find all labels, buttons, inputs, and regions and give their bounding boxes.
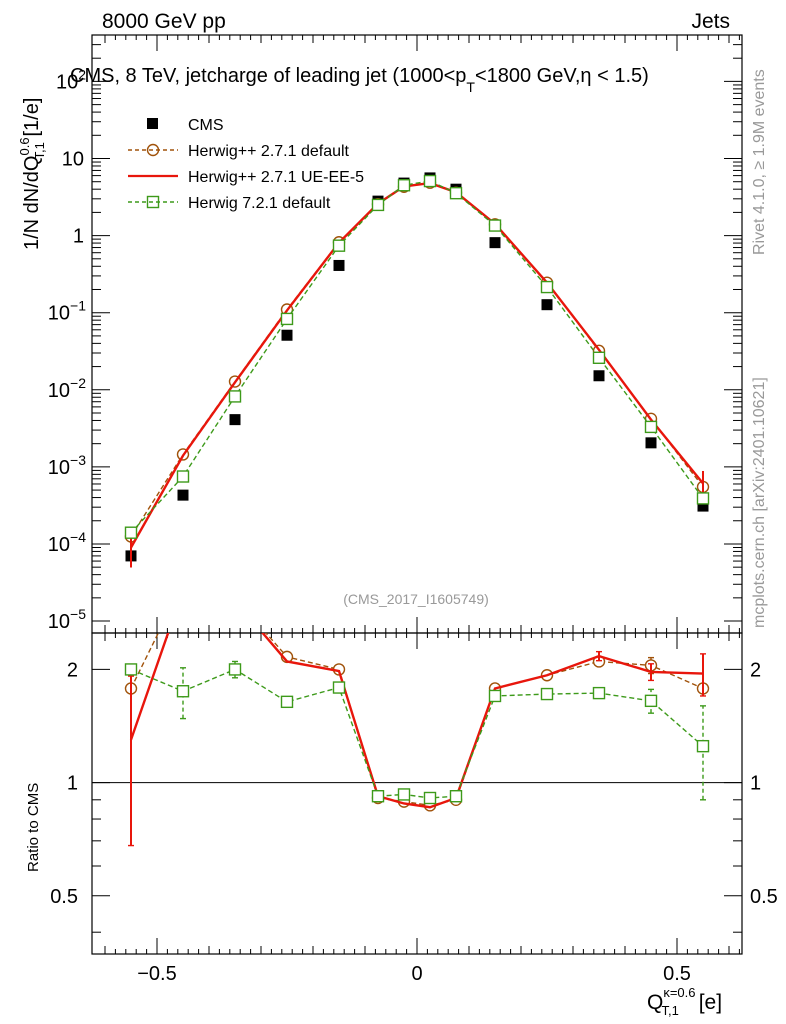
header-energy-label: 8000 GeV pp: [102, 10, 226, 33]
ratio-point-herwig7: [423, 791, 437, 805]
ratio-point-herwig7: [540, 687, 554, 701]
header-category-label: Jets: [691, 10, 730, 33]
data-point-herwig7: [644, 420, 658, 434]
ratio-point-herwig7: [280, 695, 294, 709]
y-tick-label-main: 10−3: [48, 452, 86, 479]
data-point-herwig7: [592, 351, 606, 364]
data-point-herwig7: [540, 280, 554, 294]
y-tick-label-ratio-right: 2: [750, 659, 761, 681]
x-axis-label: Qκ=0.6 T,1 [e]: [647, 985, 722, 1018]
data-point-herwig7: [488, 219, 502, 232]
series-line-herwig-ueee5: [129, 181, 704, 549]
y-tick-label-ratio-right: 0.5: [750, 886, 778, 908]
data-point-herwig7: [397, 179, 411, 192]
legend-entry-herwig-ueee5: Herwig++ 2.7.1 UE-EE-5: [128, 169, 364, 186]
y-axis-label-main: 1/N dN/dQ0.6T,1 [1/e]: [17, 98, 47, 250]
legend-entry-herwig-default: Herwig++ 2.7.1 default: [128, 143, 350, 160]
plot-title: CMS, 8 TeV, jetcharge of leading jet (10…: [70, 65, 649, 95]
x-tick-label: 0: [411, 963, 422, 985]
series-line-herwig7: [130, 180, 704, 534]
y-tick-label-main: 10−1: [48, 298, 86, 325]
ratio-point-herwig7: [449, 790, 463, 803]
legend-marker-herwig-default: [146, 143, 160, 157]
ratio-point-herwig7: [644, 694, 658, 708]
cms-data-point: [333, 259, 345, 271]
ratio-point-herwig7: [176, 685, 190, 698]
ratio-plot-frame: [91, 632, 743, 955]
ratio-point-herwig7: [397, 788, 411, 801]
legend-label-herwig-default: Herwig++ 2.7.1 default: [188, 143, 350, 160]
cms-data-point: [229, 414, 241, 426]
ratio-line-herwig7: [130, 668, 704, 799]
rivet-version-label: Rivet 4.1.0, ≥ 1.9M events: [751, 69, 768, 255]
y-tick-label-ratio: 0.5: [50, 886, 78, 908]
ratio-point-herwig7: [488, 689, 502, 703]
analysis-id-label: (CMS_2017_I1605749): [343, 591, 489, 607]
y-tick-label-main: 10−2: [48, 375, 86, 402]
legend-label-herwig7: Herwig 7.2.1 default: [188, 195, 331, 212]
y-tick-label-main: 10−4: [48, 529, 86, 556]
data-point-herwig7: [332, 239, 346, 252]
y-tick-label-ratio-right: 1: [750, 773, 761, 795]
cms-data-point: [697, 500, 709, 512]
y-tick-label-main: 102: [56, 66, 86, 93]
ratio-point-herwig7: [332, 681, 346, 694]
ratio-point-herwig7: [371, 790, 385, 803]
legend-label-herwig-ueee5: Herwig++ 2.7.1 UE-EE-5: [188, 169, 364, 186]
y-tick-label-main: 10−5: [48, 606, 86, 633]
x-tick-label: −0.5: [137, 963, 176, 985]
legend-marker-herwig7: [146, 195, 160, 209]
y-tick-label-ratio: 2: [67, 659, 78, 681]
x-tick-label: 0.5: [663, 963, 691, 985]
y-axis-label-ratio: Ratio to CMS: [25, 783, 42, 872]
ratio-line-herwig-default: [130, 633, 704, 807]
cms-data-point: [593, 370, 605, 382]
series-line-herwig-default: [130, 182, 704, 537]
legend-marker-cms: [147, 118, 158, 129]
data-point-herwig7: [124, 526, 138, 539]
cms-data-point: [541, 299, 553, 311]
ratio-point-herwig-default: [178, 577, 189, 588]
ratio-point-herwig7: [696, 739, 710, 753]
cms-data-point: [645, 437, 657, 449]
ratio-point-herwig7: [592, 686, 606, 700]
data-point-herwig7: [423, 174, 437, 188]
data-point-herwig7: [280, 312, 294, 326]
cms-data-point: [281, 329, 293, 341]
ratio-point-herwig7: [124, 663, 138, 676]
ratio-point-herwig7: [228, 663, 242, 676]
y-tick-label-main: 1: [73, 226, 84, 248]
cms-data-point: [489, 237, 501, 249]
data-point-herwig7: [696, 492, 710, 505]
legend: CMS Herwig++ 2.7.1 default Herwig++ 2.7.…: [128, 117, 364, 212]
legend-entry-cms: CMS: [147, 117, 224, 134]
y-tick-label-ratio: 1: [67, 773, 78, 795]
legend-label-cms: CMS: [188, 117, 224, 134]
data-point-herwig7: [228, 390, 242, 403]
ratio-line-herwig-ueee5: [129, 633, 704, 809]
mcplots-label: mcplots.cern.ch [arXiv:2401.10621]: [751, 377, 768, 628]
data-point-herwig7: [449, 186, 463, 200]
cms-data-point: [177, 489, 189, 501]
ratio-point-herwig-default: [230, 592, 241, 603]
y-tick-label-main: 10: [62, 149, 84, 171]
legend-entry-herwig7: Herwig 7.2.1 default: [128, 195, 331, 212]
data-point-herwig7: [371, 198, 385, 212]
data-point-herwig7: [176, 470, 190, 483]
